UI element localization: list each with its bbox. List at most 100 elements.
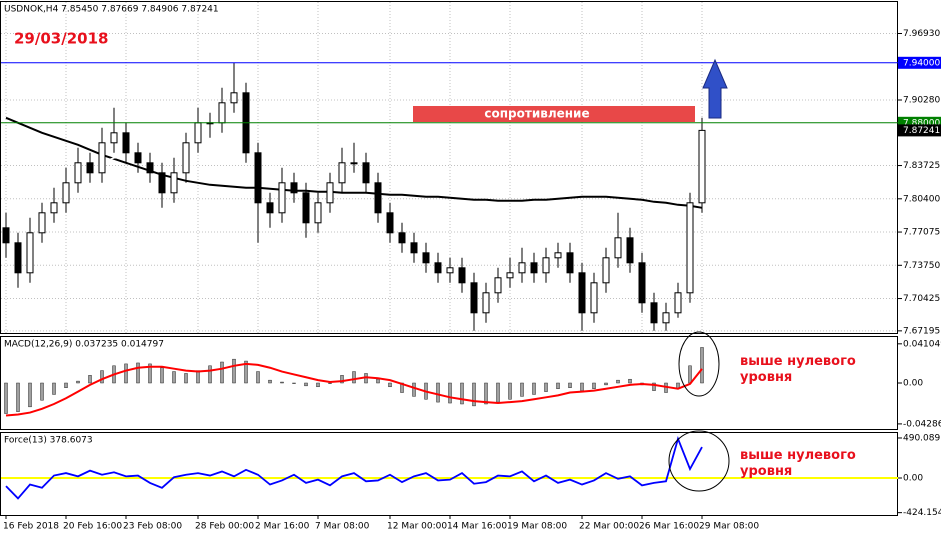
candle-body (230, 92, 238, 104)
force-panel (0, 432, 898, 516)
y-tick-label: 7.67195 (903, 326, 940, 336)
histogram-bar (580, 382, 584, 391)
y-tick-label: 0.00 (903, 379, 923, 389)
y-tick-label: 7.80400 (903, 194, 940, 204)
y-tick-label: 7.83725 (903, 161, 940, 171)
candle-body (302, 192, 310, 224)
candle-body (74, 162, 82, 184)
candle-body (650, 302, 658, 324)
last-price-label: 7.87241 (903, 126, 940, 136)
histogram-bar (88, 375, 92, 384)
price-label-box (898, 56, 941, 69)
x-tick-label: 12 Mar 00:00 (387, 522, 447, 532)
candle-body (482, 292, 490, 314)
histogram-bar (520, 382, 524, 397)
x-tick-label: 7 Mar 08:00 (315, 522, 370, 532)
histogram-bar (496, 382, 500, 403)
candle-body (674, 292, 682, 314)
histogram-bar (16, 382, 20, 412)
x-tick-label: 22 Mar 00:00 (579, 522, 639, 532)
candle-body (350, 162, 358, 165)
y-tick-label: -0.04286 (903, 419, 941, 429)
histogram-bar (100, 370, 104, 384)
histogram-bar (328, 382, 332, 384)
macd-annotation: выше нулевого уровня (740, 354, 856, 385)
main-panel (0, 1, 898, 334)
histogram-bar (76, 380, 80, 384)
histogram-bar (532, 382, 536, 395)
histogram-bar (148, 363, 152, 384)
candle-body (194, 122, 202, 144)
macd-ellipse (678, 331, 720, 397)
histogram-bar (604, 382, 608, 386)
x-tick-label: 2 Mar 16:00 (255, 522, 310, 532)
candle-body (314, 202, 322, 224)
candle-body (290, 182, 298, 194)
histogram-bar (208, 365, 212, 384)
price-label: 7.88000 (903, 118, 940, 128)
histogram-bar (544, 382, 548, 392)
histogram-bar (352, 371, 356, 384)
histogram-bar (316, 382, 320, 388)
price-header: USDNOK,H4 7.85450 7.87669 7.84906 7.8724… (4, 5, 219, 15)
candle-body (446, 267, 454, 274)
candle-body (98, 142, 106, 174)
candle-body (494, 277, 502, 294)
candle-body (326, 182, 334, 204)
histogram-bar (244, 360, 248, 384)
candle-body (686, 202, 694, 294)
y-tick-label: -424.154 (903, 508, 941, 518)
candle-body (62, 182, 70, 204)
x-tick-label: 16 Feb 2018 (3, 522, 59, 532)
candle-body (530, 262, 538, 274)
force-annotation: выше нулевого уровня (740, 448, 856, 479)
candle-body (218, 102, 226, 124)
candle-body (518, 262, 526, 274)
histogram-bar (256, 371, 260, 384)
candle-body (26, 232, 34, 274)
macd-panel (0, 336, 898, 430)
candle-body (614, 237, 622, 259)
histogram-bar (184, 373, 188, 384)
histogram-bar (232, 358, 236, 384)
histogram-bar (412, 382, 416, 397)
histogram-bar (124, 363, 128, 384)
candle-body (134, 152, 142, 164)
force-header: Force(13) 378.6073 (4, 436, 93, 446)
signal-line (5, 362, 703, 417)
candle-body (266, 202, 274, 214)
y-tick-label: 7.90280 (903, 96, 940, 106)
candle-body (50, 202, 58, 214)
histogram-bar (652, 382, 656, 391)
histogram-bar (388, 382, 392, 388)
y-tick-label: 490.089 (903, 433, 940, 443)
histogram-bar (688, 365, 692, 384)
candle-body (602, 257, 610, 284)
candle-body (254, 152, 262, 204)
force-line (5, 435, 703, 500)
candle-body (662, 312, 670, 324)
histogram-bar (64, 382, 68, 388)
histogram-bar (556, 382, 560, 389)
candle-body (458, 267, 466, 284)
histogram-bar (616, 379, 620, 384)
candle-body (506, 272, 514, 279)
histogram-bar (28, 382, 32, 408)
candle-body (86, 162, 94, 174)
y-tick-label: 7.77075 (903, 228, 940, 238)
x-tick-label: 26 Mar 16:00 (639, 522, 699, 532)
candle-body (542, 257, 550, 274)
candle-body (338, 162, 346, 184)
candle-body (278, 182, 286, 214)
x-tick-label: 20 Feb 16:00 (63, 522, 122, 532)
y-tick-label: 0.00 (903, 474, 923, 484)
histogram-bar (280, 381, 284, 384)
candle-body (698, 129, 706, 204)
histogram-bar (40, 382, 44, 401)
histogram-bar (508, 382, 512, 400)
candle-body (398, 232, 406, 244)
arrow (702, 58, 728, 119)
histogram-bar (460, 382, 464, 405)
candle-body (590, 282, 598, 314)
